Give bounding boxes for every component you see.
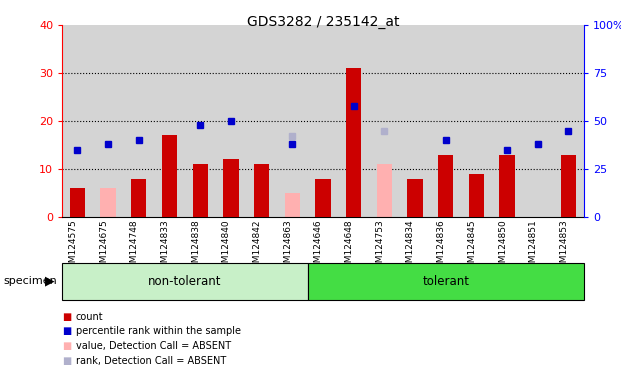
Bar bbox=[315, 179, 330, 217]
Bar bbox=[469, 174, 484, 217]
Text: non-tolerant: non-tolerant bbox=[148, 275, 222, 288]
Text: ▶: ▶ bbox=[45, 275, 54, 288]
Bar bbox=[307, 263, 584, 300]
Text: GDS3282 / 235142_at: GDS3282 / 235142_at bbox=[247, 15, 399, 29]
Bar bbox=[469, 174, 484, 217]
Bar bbox=[193, 164, 208, 217]
Bar bbox=[499, 155, 515, 217]
Text: specimen: specimen bbox=[3, 276, 57, 286]
Bar bbox=[162, 136, 177, 217]
Bar bbox=[62, 263, 307, 300]
Text: ■: ■ bbox=[62, 312, 71, 322]
Bar bbox=[101, 188, 116, 217]
Bar bbox=[254, 164, 270, 217]
Bar bbox=[561, 155, 576, 217]
Bar bbox=[407, 179, 423, 217]
Bar bbox=[346, 68, 361, 217]
Text: value, Detection Call = ABSENT: value, Detection Call = ABSENT bbox=[76, 341, 231, 351]
Bar bbox=[376, 164, 392, 217]
Text: tolerant: tolerant bbox=[422, 275, 469, 288]
Bar bbox=[131, 179, 147, 217]
Text: percentile rank within the sample: percentile rank within the sample bbox=[76, 326, 241, 336]
Bar bbox=[284, 193, 300, 217]
Bar bbox=[70, 188, 85, 217]
Bar bbox=[223, 159, 238, 217]
Bar bbox=[254, 179, 270, 217]
Text: count: count bbox=[76, 312, 103, 322]
Text: ■: ■ bbox=[62, 326, 71, 336]
Text: ■: ■ bbox=[62, 341, 71, 351]
Text: ■: ■ bbox=[62, 356, 71, 366]
Bar bbox=[438, 155, 453, 217]
Text: rank, Detection Call = ABSENT: rank, Detection Call = ABSENT bbox=[76, 356, 226, 366]
